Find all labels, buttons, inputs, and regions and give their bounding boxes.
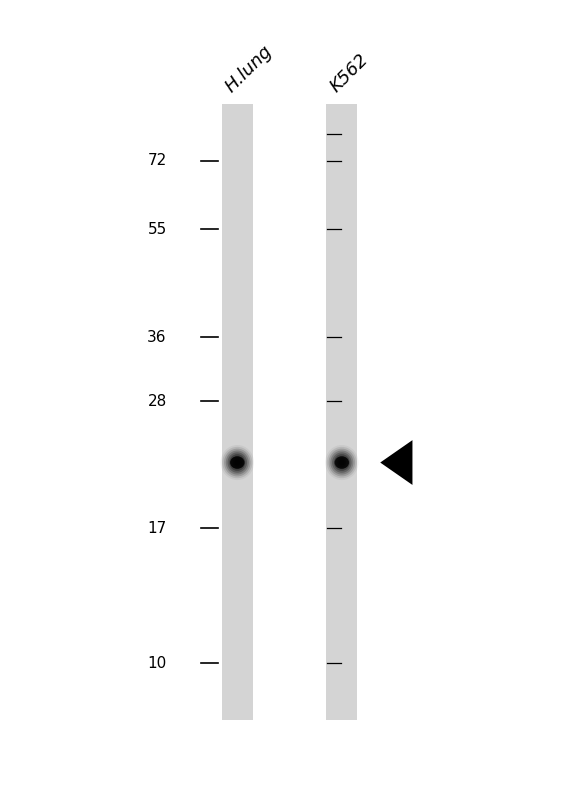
Ellipse shape <box>332 452 351 473</box>
Ellipse shape <box>329 449 355 477</box>
Ellipse shape <box>336 456 348 469</box>
Ellipse shape <box>230 456 245 469</box>
Bar <box>327 104 358 720</box>
Text: H.lung: H.lung <box>221 42 276 96</box>
Ellipse shape <box>334 454 350 471</box>
Ellipse shape <box>331 450 353 474</box>
Ellipse shape <box>229 454 245 471</box>
Ellipse shape <box>233 458 242 467</box>
Ellipse shape <box>226 450 249 474</box>
Ellipse shape <box>327 447 357 478</box>
Ellipse shape <box>231 456 244 469</box>
Ellipse shape <box>337 458 346 467</box>
Text: 28: 28 <box>147 394 167 409</box>
Bar <box>221 104 253 720</box>
Text: 17: 17 <box>147 521 167 536</box>
Polygon shape <box>380 440 412 485</box>
Ellipse shape <box>334 456 349 469</box>
Ellipse shape <box>234 460 240 466</box>
Text: 72: 72 <box>147 154 167 168</box>
Text: 10: 10 <box>147 656 167 670</box>
Ellipse shape <box>339 460 345 466</box>
Ellipse shape <box>228 452 247 473</box>
Text: 36: 36 <box>147 330 167 345</box>
Text: K562: K562 <box>326 50 372 96</box>
Text: 55: 55 <box>147 222 167 237</box>
Ellipse shape <box>224 449 250 477</box>
Ellipse shape <box>222 447 253 478</box>
